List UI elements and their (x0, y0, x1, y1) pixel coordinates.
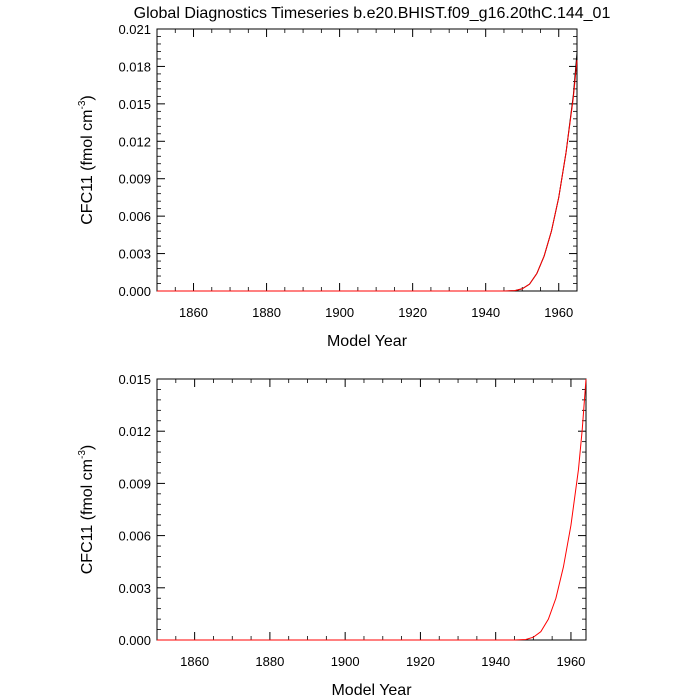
y-tick-label: 0.015 (118, 97, 151, 112)
chart-panel-1: 1860 1880 1900 1920 1940 1960 0.000 0.003 0.006 0… (77, 22, 578, 350)
plot-frame (156, 28, 578, 292)
y-axis-label: CFC11 (fmol cm-3) (77, 95, 96, 225)
x-axis-label: Model Year (327, 333, 408, 350)
y-tick-label: 0.009 (118, 172, 151, 187)
y-tick-label: 0.006 (118, 209, 151, 224)
x-tick-label: 1960 (544, 305, 573, 320)
plot-frame (156, 378, 587, 641)
y-tick-label: 0.012 (118, 424, 151, 439)
x-tick-label: 1880 (255, 654, 284, 669)
y-tick-label: 0.000 (118, 633, 151, 648)
x-tick-label: 1920 (398, 305, 427, 320)
y-tick-label: 0.006 (118, 529, 151, 544)
y-axis-label-main: CFC11 (fmol cm (79, 459, 96, 574)
x-tick-label: 1900 (325, 305, 354, 320)
x-tick-label: 1860 (180, 654, 209, 669)
x-tick-label: 1880 (252, 305, 281, 320)
y-axis-label-close: ) (79, 95, 96, 100)
y-tick-label: 0.003 (118, 581, 151, 596)
chart-panel-2: 1860 1880 1900 1920 1940 1960 0.000 0.003 0.006 0… (77, 372, 587, 699)
x-tick-label: 1940 (481, 654, 510, 669)
y-axis-label-main: CFC11 (fmol cm (79, 109, 96, 224)
y-axis-label: CFC11 (fmol cm-3) (77, 445, 96, 575)
y-axis-label-sup: -3 (77, 100, 88, 109)
x-tick-label: 1940 (471, 305, 500, 320)
x-tick-label: 1960 (556, 654, 585, 669)
x-tick-label: 1920 (406, 654, 435, 669)
series-line-1 (157, 378, 587, 641)
series-line-1 (157, 52, 578, 292)
page-title: Global Diagnostics Timeseries b.e20.BHIS… (134, 5, 611, 22)
x-tick-label: 1900 (331, 654, 360, 669)
x-axis-label: Model Year (331, 682, 412, 699)
y-axis-label-sup: -3 (77, 450, 88, 459)
y-tick-label: 0.021 (118, 22, 151, 37)
x-tick-label: 1860 (179, 305, 208, 320)
y-tick-label: 0.012 (118, 134, 151, 149)
y-axis-label-close: ) (79, 445, 96, 450)
y-tick-label: 0.009 (118, 476, 151, 491)
y-tick-label: 0.018 (118, 59, 151, 74)
y-tick-label: 0.000 (118, 284, 151, 299)
series-line-2 (157, 60, 578, 292)
y-tick-label: 0.003 (118, 247, 151, 262)
y-tick-label: 0.015 (118, 372, 151, 387)
